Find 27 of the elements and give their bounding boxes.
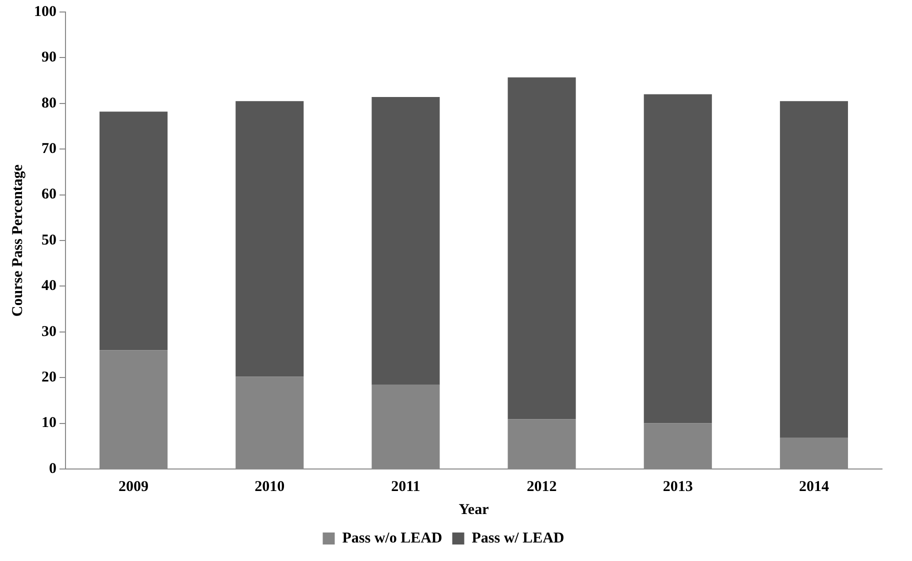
bar bbox=[644, 94, 712, 424]
x-tick-label: 2012 bbox=[526, 478, 557, 495]
y-axis-title: Course Pass Percentage bbox=[10, 164, 26, 317]
y-tick-label: 90 bbox=[42, 50, 56, 66]
x-tick-label: 2014 bbox=[798, 478, 830, 495]
bar bbox=[780, 101, 848, 438]
bar bbox=[236, 101, 304, 377]
x-tick-label: 2009 bbox=[118, 478, 149, 495]
y-tick-label: 20 bbox=[42, 369, 56, 386]
x-tick-label: 2013 bbox=[662, 478, 693, 495]
y-tick-label: 0 bbox=[49, 460, 56, 477]
y-tick-label: 30 bbox=[42, 324, 56, 340]
bar bbox=[100, 112, 168, 350]
y-tick-label: 60 bbox=[42, 186, 56, 203]
x-axis-title: Year bbox=[458, 502, 490, 518]
y-tick-label: 10 bbox=[42, 415, 56, 432]
y-tick-label: 80 bbox=[42, 95, 56, 112]
bar bbox=[508, 77, 576, 420]
y-tick-label: 70 bbox=[42, 140, 56, 157]
legend-label: Pass w/ LEAD bbox=[472, 530, 564, 546]
x-tick-label: 2011 bbox=[391, 478, 420, 495]
legend-label: Pass w/o LEAD bbox=[342, 530, 442, 546]
y-tick-label: 100 bbox=[34, 4, 56, 20]
x-tick-label: 2010 bbox=[254, 478, 285, 495]
bar bbox=[372, 97, 440, 385]
y-tick-label: 50 bbox=[42, 232, 56, 248]
y-tick-label: 40 bbox=[42, 278, 56, 294]
